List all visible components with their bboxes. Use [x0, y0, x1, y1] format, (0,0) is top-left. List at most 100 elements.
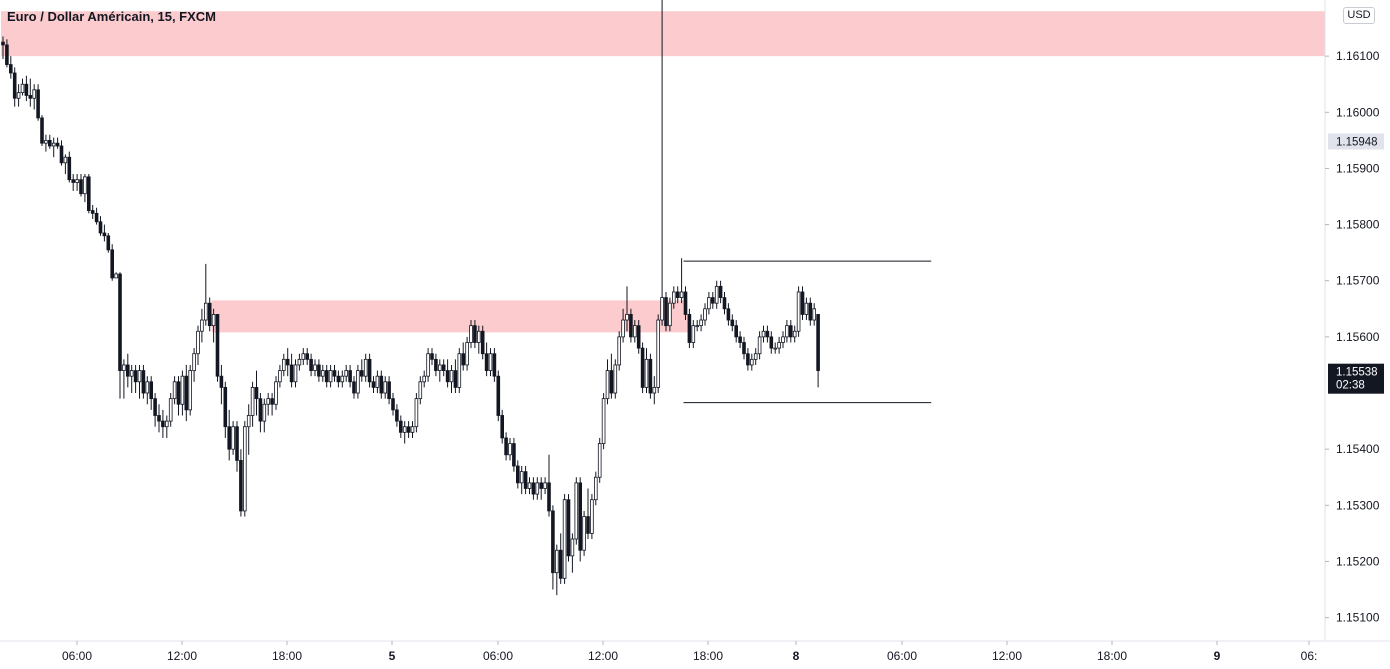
- candle-body-up: [605, 370, 610, 400]
- candle: [617, 331, 621, 371]
- candle: [172, 376, 177, 405]
- candle-body-down: [305, 353, 309, 360]
- candle: [566, 494, 571, 562]
- candle-body-up: [313, 364, 317, 371]
- candle-body-up: [488, 353, 493, 371]
- candle-body-up: [418, 381, 423, 400]
- candle: [621, 308, 625, 343]
- candle-body-up: [469, 325, 473, 343]
- candle-body-down: [504, 437, 508, 456]
- candle: [656, 314, 660, 394]
- candle-body-up: [20, 83, 25, 94]
- candle-body-up: [750, 358, 754, 366]
- candle: [773, 342, 777, 354]
- candle: [562, 494, 567, 584]
- candle: [317, 359, 321, 382]
- candle: [36, 84, 40, 121]
- candle: [149, 376, 154, 410]
- candle: [539, 477, 543, 500]
- candle: [293, 359, 298, 388]
- candle-body-up: [231, 426, 235, 450]
- candle: [324, 364, 329, 388]
- x-tick-label: 06:: [1301, 649, 1318, 663]
- candle-body-up: [63, 156, 68, 164]
- candle-body-down: [36, 89, 40, 119]
- candle: [258, 393, 263, 433]
- candle-body-up: [699, 319, 703, 327]
- candle: [422, 370, 426, 388]
- candle-body-down: [8, 64, 13, 74]
- candle: [668, 297, 672, 332]
- candle-body-down: [609, 370, 614, 394]
- candle-body-down: [558, 549, 563, 579]
- candle-body-up: [211, 314, 216, 327]
- candle-body-up: [570, 538, 575, 557]
- candle-body-up: [122, 364, 126, 371]
- candle: [180, 370, 185, 416]
- range-lines-layer: [683, 260, 932, 404]
- candle: [122, 359, 126, 399]
- current-price-tag[interactable]: [1328, 363, 1384, 394]
- candle-body-up: [773, 347, 777, 350]
- candle: [578, 477, 582, 562]
- candle: [297, 353, 302, 371]
- candle: [375, 370, 380, 394]
- candle: [449, 364, 454, 394]
- candle: [250, 381, 255, 427]
- candle-body-down: [87, 176, 91, 211]
- candle-body-down: [5, 44, 9, 65]
- candle: [597, 437, 602, 483]
- candle: [660, 0, 664, 326]
- candle: [492, 348, 497, 382]
- candle-body-down: [531, 482, 536, 495]
- candle: [285, 348, 290, 377]
- candle: [609, 353, 614, 399]
- candle: [215, 314, 220, 382]
- candle: [800, 286, 805, 321]
- candle-body-down: [24, 83, 29, 96]
- candle: [79, 174, 83, 197]
- supply-zone-mid[interactable]: [211, 300, 688, 333]
- candle: [395, 404, 399, 427]
- candle: [266, 393, 270, 416]
- candle: [527, 477, 532, 495]
- candle-body-up: [250, 387, 255, 416]
- candle-body-down: [765, 330, 770, 338]
- currency-badge[interactable]: USD: [1343, 7, 1375, 24]
- candle-body-up: [164, 420, 169, 428]
- candle-body-up: [383, 381, 387, 394]
- candle: [352, 376, 356, 399]
- candle: [40, 115, 44, 146]
- candle-body-up: [328, 370, 333, 383]
- y-tick-label: 1.15600: [1336, 330, 1380, 344]
- candle: [746, 348, 750, 371]
- candle-body-up: [242, 426, 247, 512]
- candle-body-down: [675, 291, 680, 298]
- candle: [44, 134, 48, 152]
- candle: [582, 510, 586, 556]
- candle: [211, 308, 216, 343]
- candle-body-down: [648, 358, 653, 394]
- candle-body-up: [262, 403, 267, 422]
- candle: [24, 75, 29, 102]
- candle-body-down: [547, 482, 551, 512]
- supply-zone-top[interactable]: [1, 11, 1325, 57]
- candle-body-down: [500, 415, 504, 439]
- candle-body-up: [402, 426, 407, 433]
- candle-body-down: [126, 364, 130, 377]
- candle: [188, 364, 193, 416]
- candle: [371, 376, 376, 394]
- candle-body-down: [734, 325, 738, 338]
- y-tick-label: 1.15100: [1336, 611, 1380, 625]
- candle-body-down: [223, 387, 228, 428]
- candle-body-up: [449, 370, 454, 383]
- candle-body-up: [625, 314, 629, 321]
- candle: [695, 320, 699, 332]
- candle: [679, 258, 684, 304]
- candle: [71, 174, 76, 191]
- candle-body-down: [48, 139, 52, 147]
- candle-body-down: [387, 381, 391, 400]
- candle: [555, 544, 559, 596]
